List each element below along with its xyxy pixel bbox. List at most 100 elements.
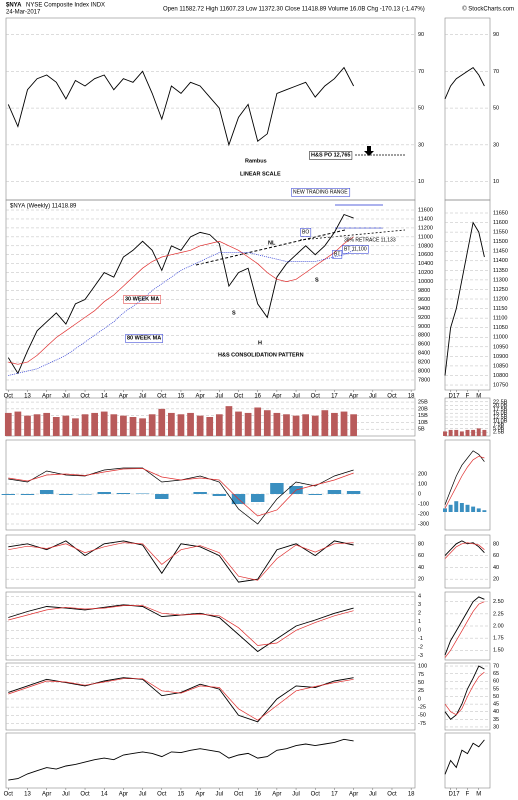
bar (1, 494, 16, 495)
y-tick-label: 11400 (493, 258, 508, 264)
series-line (444, 221, 485, 376)
bar (24, 415, 31, 436)
x-tick-label: Apr (272, 394, 281, 400)
bar (283, 414, 290, 436)
y-tick-label: 10800 (493, 373, 508, 379)
y-tick-label: 80 (493, 541, 499, 547)
series-line (444, 66, 485, 100)
bar (81, 414, 89, 436)
bar (465, 429, 470, 436)
y-tick-label: 11450 (493, 249, 508, 255)
panel-frame (5, 534, 416, 589)
series-line (8, 236, 354, 365)
y-tick-label: 10000 (418, 279, 433, 285)
y-tick-label: 30 (493, 724, 499, 730)
y-tick-label: 50 (418, 106, 424, 112)
quote: Open 11582.72 High 11607.23 Low 11372.30… (163, 7, 425, 13)
index-name: NYSE Composite Index INDX (26, 3, 105, 9)
y-tick-label: 8600 (418, 342, 430, 348)
annotation: Rambus (245, 158, 267, 164)
x-tick-label: Jul (62, 394, 70, 400)
y-tick-label: 40 (493, 565, 499, 571)
bar (454, 429, 459, 436)
annotation: H (258, 340, 262, 346)
y-tick-label: 2.5B (493, 430, 505, 436)
support-line (299, 229, 406, 241)
annotation: S (315, 277, 319, 283)
annotation: 38% RETRACE 11,133 (344, 237, 396, 243)
y-tick-label: 11600 (493, 220, 508, 226)
y-tick-label: -1 (418, 636, 423, 642)
x-tick-label: 13 (24, 394, 31, 400)
y-tick-label: 25B (418, 400, 428, 406)
annotation-box (300, 228, 312, 237)
bar (308, 494, 322, 495)
panel-frame (5, 732, 416, 789)
bar (187, 412, 194, 436)
symbol: $NYA (6, 3, 22, 9)
y-tick-label: 20 (493, 577, 499, 583)
x-tick-label: Apr (42, 394, 51, 400)
series-line (444, 596, 485, 656)
y-tick-label: 50 (418, 680, 424, 686)
bar (43, 412, 51, 436)
bar (72, 418, 79, 436)
x-tick-label: Oct (4, 792, 14, 798)
y-tick-label: 15B (418, 413, 428, 419)
bar (273, 412, 281, 436)
y-tick-label: 8000 (418, 368, 430, 374)
bar (4, 412, 12, 436)
x-tick-label: Apr (119, 792, 128, 798)
y-tick-label: 2 (418, 611, 421, 617)
bar (97, 492, 111, 494)
bar (148, 414, 156, 436)
x-tick-label: Apr (195, 792, 204, 798)
y-tick-label: 4 (418, 594, 421, 600)
y-tick-label: 11250 (493, 287, 508, 293)
bar (471, 429, 476, 436)
x-tick-label: M (476, 792, 481, 798)
x-tick-label: M (476, 394, 481, 400)
y-tick-label: 8800 (418, 333, 430, 339)
x-tick-label: 16 (254, 394, 261, 400)
bar (448, 504, 453, 512)
y-tick-label: 70 (493, 69, 499, 75)
y-tick-label: 100 (418, 481, 427, 487)
bar (459, 431, 464, 436)
bar (116, 493, 131, 494)
annotation: 30 WEEK MA (125, 296, 159, 302)
y-tick-label: 9800 (418, 288, 430, 294)
y-tick-label: 20 (418, 577, 424, 583)
bar (244, 412, 252, 436)
x-tick-label: Oct (80, 792, 90, 798)
y-tick-label: 70 (418, 69, 424, 75)
x-tick-label: Oct (311, 394, 321, 400)
y-tick-label: 45 (493, 702, 499, 708)
y-tick-label: 200 (418, 471, 427, 477)
series-line (8, 542, 354, 581)
bar (270, 483, 284, 494)
x-tick-label: Apr (42, 792, 51, 798)
bar (135, 493, 150, 494)
x-tick-label: Jul (369, 394, 377, 400)
y-tick-label: 10800 (418, 243, 433, 249)
bar (78, 494, 92, 495)
bar (443, 431, 447, 436)
bar (321, 410, 329, 436)
y-tick-label: 17.5B (493, 407, 508, 413)
x-tick-label: Oct (387, 792, 397, 798)
annotation: BT (334, 251, 340, 257)
bar (331, 412, 338, 436)
bar (206, 417, 214, 436)
bar (100, 411, 108, 436)
y-tick-label: 10 (418, 179, 424, 185)
y-tick-label: 11200 (418, 225, 433, 231)
y-tick-label: 2.50 (493, 599, 504, 605)
bar (110, 414, 118, 436)
bar (177, 414, 185, 436)
bar (482, 510, 487, 512)
series-line (444, 455, 485, 509)
y-tick-label: 11300 (493, 277, 508, 283)
panel-frame (444, 439, 491, 531)
